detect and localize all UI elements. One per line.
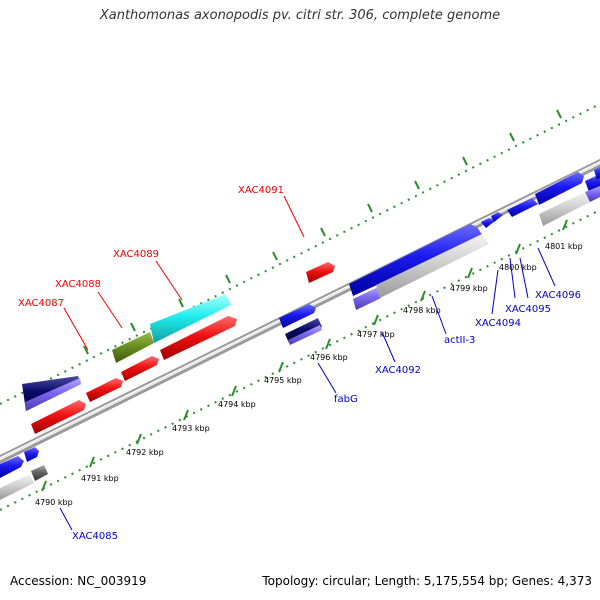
kbp-label: 4796 kbp bbox=[310, 353, 348, 362]
gene-label-XAC4085[interactable]: XAC4085 bbox=[72, 531, 118, 542]
kbp-labels: 4790 kbp 4791 kbp 4792 kbp 4793 kbp 4794… bbox=[35, 242, 583, 507]
gene-label-XAC4094[interactable]: XAC4094 bbox=[475, 318, 521, 329]
gene-arrow[interactable] bbox=[535, 172, 584, 205]
kbp-label: 4801 kbp bbox=[545, 242, 583, 251]
gene-label-XAC4088[interactable]: XAC4088 bbox=[55, 279, 101, 290]
gene-arrow[interactable] bbox=[31, 400, 86, 434]
gene-label-XAC4091[interactable]: XAC4091 bbox=[238, 185, 284, 196]
gene-arrow[interactable] bbox=[288, 325, 322, 345]
kbp-label: 4792 kbp bbox=[126, 448, 164, 457]
gene-arrow[interactable] bbox=[594, 167, 600, 180]
gene-label-XAC4096[interactable]: XAC4096 bbox=[535, 290, 581, 301]
gene-arrow[interactable] bbox=[150, 294, 231, 343]
gene-label-XAC4095[interactable]: XAC4095 bbox=[505, 304, 551, 315]
gene-arrow[interactable] bbox=[24, 447, 39, 462]
kbp-label: 4790 kbp bbox=[35, 498, 73, 507]
gene-arrow[interactable] bbox=[306, 262, 335, 283]
gene-arrow[interactable] bbox=[507, 198, 538, 217]
gene-arrow[interactable] bbox=[585, 186, 600, 202]
gene-arrow[interactable] bbox=[285, 318, 322, 343]
kbp-label: 4798 kbp bbox=[403, 306, 441, 315]
map-title: Xanthomonas axonopodis pv. citri str. 30… bbox=[99, 8, 501, 23]
kbp-label: 4797 kbp bbox=[357, 330, 395, 339]
gene-arrow[interactable] bbox=[491, 212, 503, 222]
kbp-label: 4791 kbp bbox=[81, 474, 119, 483]
kbp-label: 4800 kbp bbox=[499, 263, 537, 272]
gene-arrow[interactable] bbox=[0, 474, 34, 500]
gene-features bbox=[0, 167, 600, 500]
gene-label-XAC4087[interactable]: XAC4087 bbox=[18, 298, 64, 309]
kbp-label: 4795 kbp bbox=[264, 376, 302, 385]
kbp-label: 4793 kbp bbox=[172, 424, 210, 433]
gene-arrow[interactable] bbox=[160, 316, 237, 360]
gene-label-fabG[interactable]: fabG bbox=[334, 394, 358, 405]
gene-arrow[interactable] bbox=[121, 356, 159, 381]
gene-label-XAC4092[interactable]: XAC4092 bbox=[375, 365, 421, 376]
topology-text: Topology: circular; Length: 5,175,554 bp… bbox=[262, 574, 592, 588]
gene-arrow[interactable] bbox=[376, 234, 489, 298]
gene-arrow[interactable] bbox=[31, 465, 48, 481]
gene-arrow[interactable] bbox=[279, 304, 316, 328]
gene-arrow[interactable] bbox=[112, 332, 154, 363]
leader-lines bbox=[59, 195, 556, 531]
gene-arrow[interactable] bbox=[0, 456, 24, 478]
kbp-label: 4794 kbp bbox=[218, 400, 256, 409]
gene-arrow[interactable] bbox=[25, 378, 81, 411]
gene-labels: XAC4085 XAC4087 XAC4088 XAC4089 XAC4091 … bbox=[18, 185, 581, 542]
gene-label-actII-3[interactable]: actII-3 bbox=[444, 335, 475, 346]
gene-arrow[interactable] bbox=[353, 287, 381, 310]
gene-arrow[interactable] bbox=[539, 192, 590, 226]
gene-arrow[interactable] bbox=[481, 218, 495, 228]
kbp-label: 4799 kbp bbox=[450, 284, 488, 293]
gene-arrow[interactable] bbox=[349, 224, 483, 296]
upper-tick-track bbox=[0, 103, 600, 405]
accession-text: Accession: NC_003919 bbox=[10, 574, 147, 588]
gene-arrow[interactable] bbox=[86, 378, 123, 402]
gene-label-XAC4089[interactable]: XAC4089 bbox=[113, 249, 159, 260]
major-ticks bbox=[41, 109, 568, 492]
